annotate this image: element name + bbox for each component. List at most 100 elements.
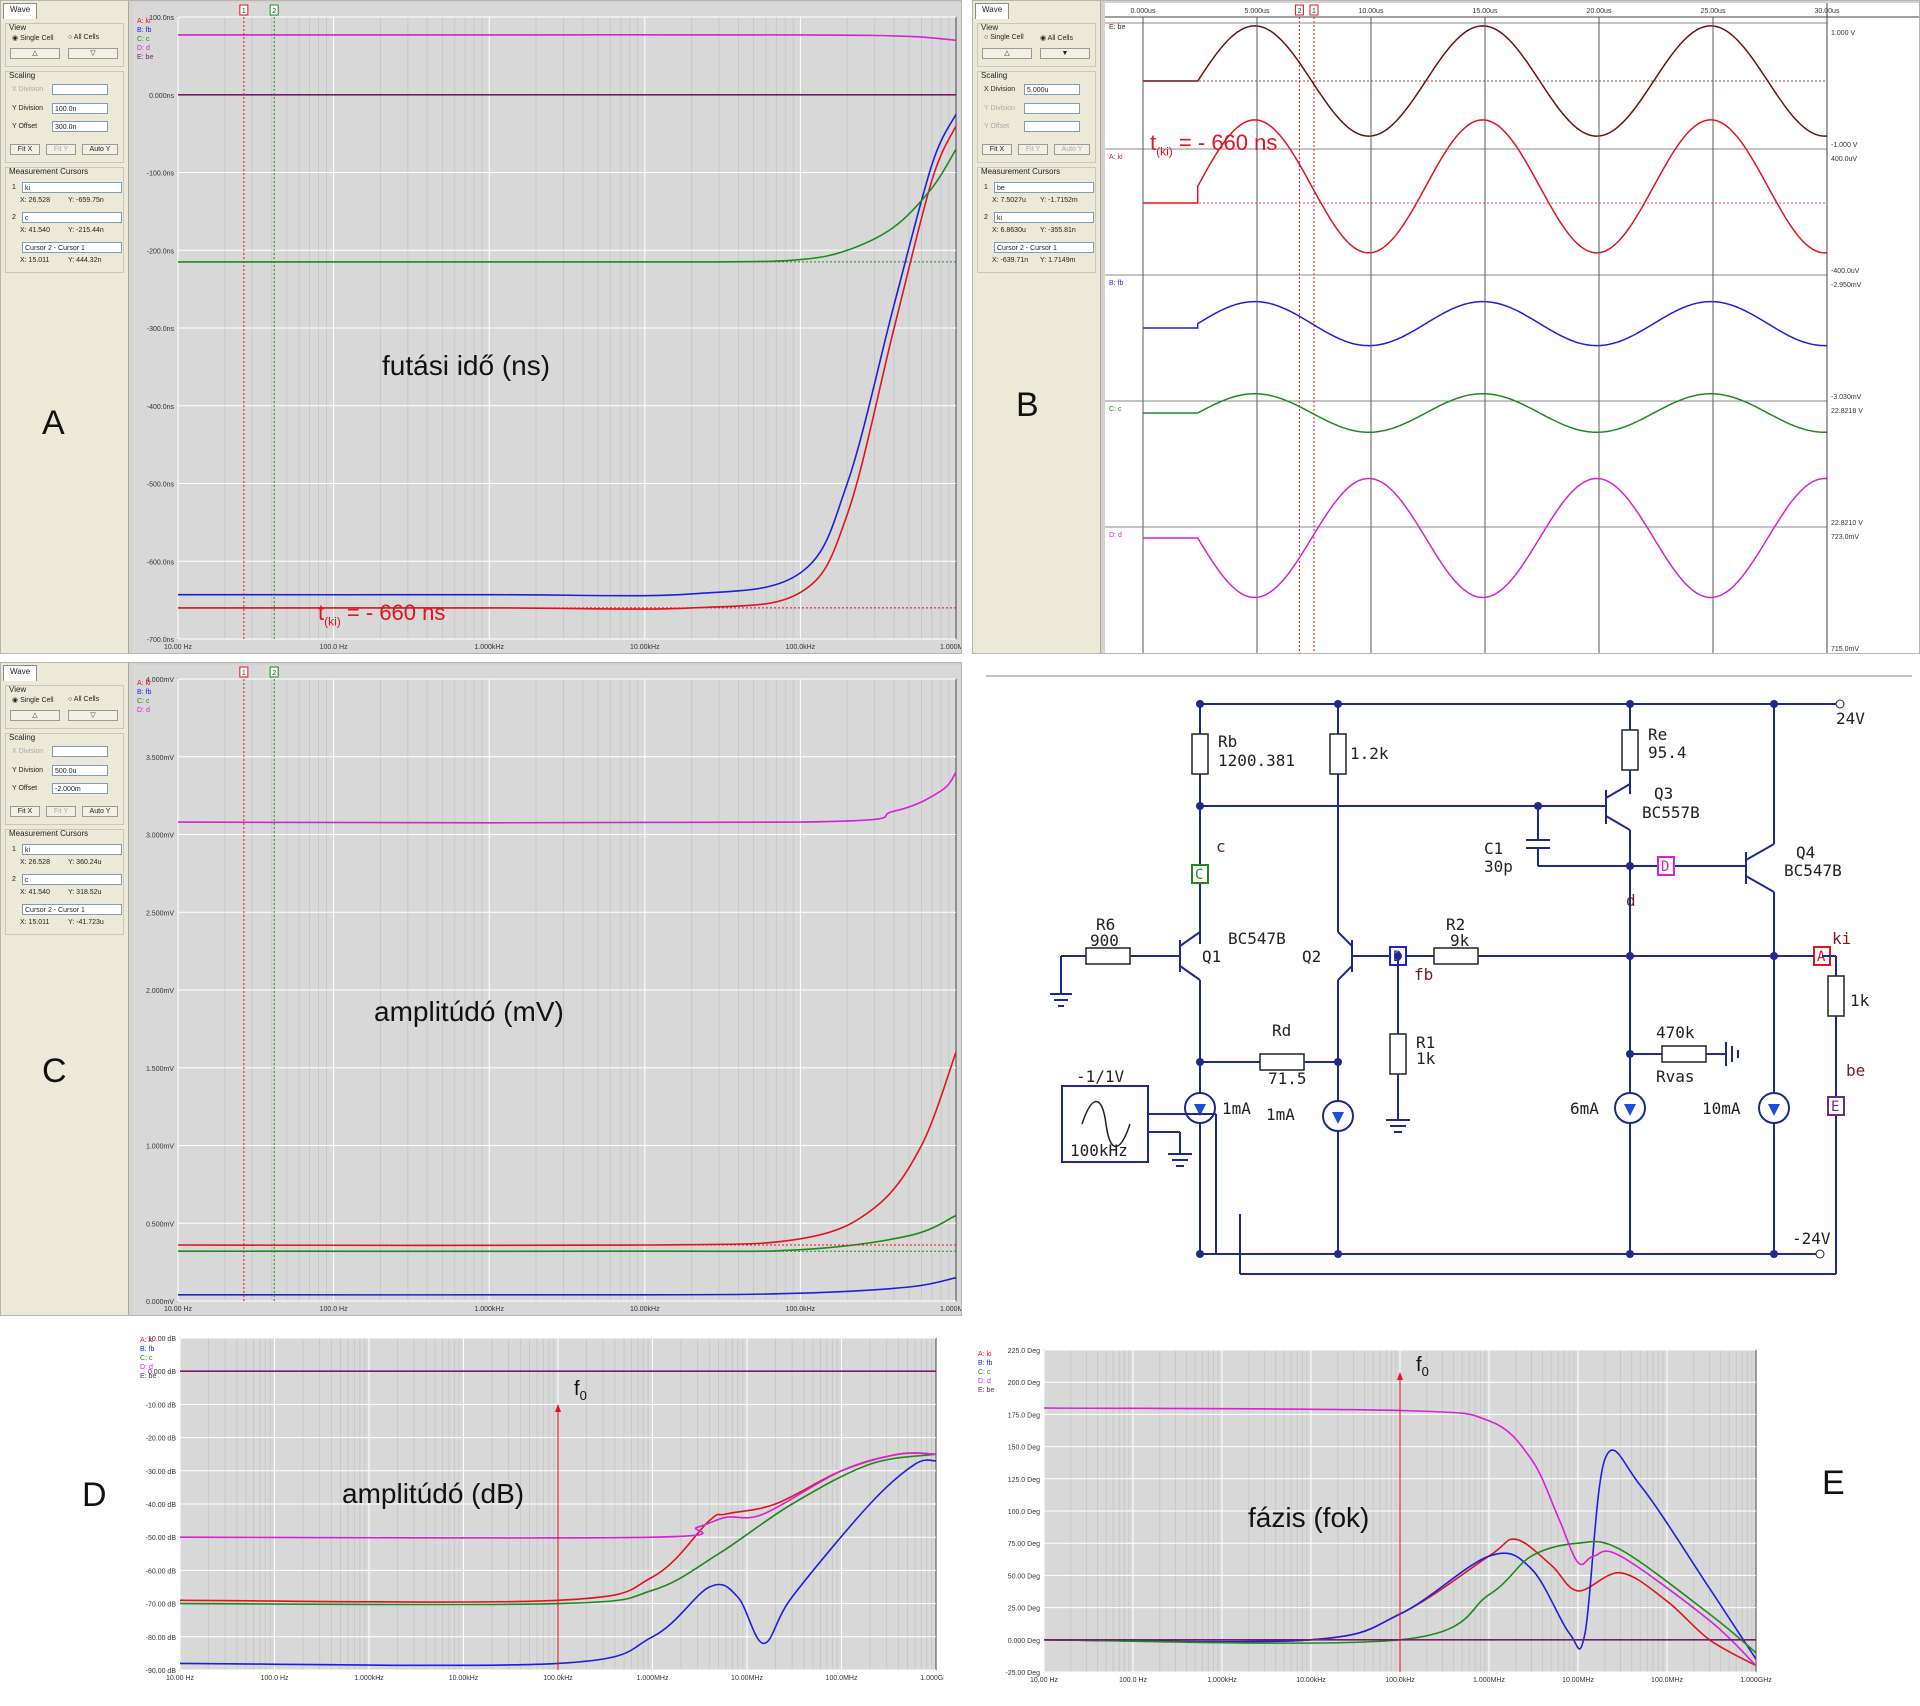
single-cell-radio[interactable]: ◉ Single Cell (12, 35, 54, 42)
fit-y-button[interactable]: Fit Y (1018, 144, 1048, 155)
source-amplitude-label: -1/1V (1076, 1067, 1125, 1086)
y-offset-input[interactable] (1024, 121, 1080, 132)
legend-entry: D: d (137, 45, 150, 52)
cursor-diff-select[interactable]: Cursor 2 - Cursor 1 (994, 242, 1094, 253)
trace-line-5 (1143, 477, 1828, 599)
panel-a-sidebar: Wave View ◉ Single Cell ○ All Cells △ ▽ … (1, 1, 129, 653)
x-division-input[interactable]: 5.000u (1024, 84, 1080, 95)
y-division-input[interactable]: 100.0n (52, 103, 108, 114)
fit-x-button[interactable]: Fit X (10, 144, 40, 155)
view-label: View (9, 685, 27, 694)
series-line-ki (178, 125, 957, 610)
junction (1334, 1250, 1342, 1258)
up-button[interactable]: △ (10, 710, 60, 721)
down-button[interactable]: ▼ (1040, 48, 1090, 59)
wire (1605, 815, 1631, 831)
f0-label-d: f0 (574, 1378, 587, 1403)
scaling-group: Scaling X Division Y Division 100.0n Y O… (5, 71, 124, 163)
auto-y-button[interactable]: Auto Y (82, 144, 118, 155)
chart-d-area: 10.00 Hz 100.0 Hz 1.000kHz 10.00kHz 100.0kHz… (134, 1328, 944, 1696)
wire (1179, 965, 1201, 981)
panel-c-sidebar: Wave View ◉ Single Cell ○ All Cells △ ▽ … (1, 663, 129, 1315)
all-cells-radio[interactable]: ○ All Cells (68, 34, 100, 41)
y-tick-label: 0.000 dB (148, 1369, 176, 1376)
cursor2-trace-select[interactable]: ki (994, 212, 1094, 223)
trace-line-2 (1143, 119, 1828, 254)
r2-value: 9k (1450, 931, 1470, 950)
current-source-2-arrow (1332, 1112, 1344, 1124)
fit-x-button[interactable]: Fit X (982, 144, 1012, 155)
measurement-cursors-group: Measurement Cursors 1 ki X: 26.528 Y: -6… (5, 167, 124, 273)
trace-top-value: 1.000 V (1831, 30, 1855, 37)
y-tick-label: 1.500mV (146, 1066, 174, 1073)
cursor2-trace-select[interactable]: c (22, 874, 122, 885)
series-line-fb (1043, 1449, 1757, 1660)
legend-entry: A: ki (137, 18, 151, 25)
cursor1-trace-select[interactable]: be (994, 182, 1094, 193)
all-cells-radio[interactable]: ○ All Cells (68, 696, 100, 703)
x-tick-label: 1.000kHz (354, 1675, 384, 1682)
x-division-input[interactable] (52, 84, 108, 95)
q2-label: Q2 (1302, 947, 1321, 966)
r1-value: 1k (1416, 1049, 1436, 1068)
legend-entry: B: fb (978, 1360, 993, 1367)
cursor2-y: Y: -215.44n (68, 227, 104, 234)
x-tick-label: 1.000kHz (474, 644, 504, 651)
up-button[interactable]: △ (982, 48, 1032, 59)
diff-x: X: 15.011 (20, 257, 50, 264)
fit-y-button[interactable]: Fit Y (46, 806, 76, 817)
wave-tab[interactable]: Wave (975, 3, 1010, 19)
chart-d-svg: 10.00 Hz 100.0 Hz 1.000kHz 10.00kHz 100.0kHz… (140, 1336, 944, 1682)
legend-entry: B: fb (137, 689, 152, 696)
y-division-input[interactable] (1024, 103, 1080, 114)
single-cell-radio[interactable]: ○ Single Cell (984, 34, 1024, 41)
node-be-label: be (1846, 1061, 1865, 1080)
auto-y-button[interactable]: Auto Y (82, 806, 118, 817)
trace-label: C: c (1109, 406, 1122, 413)
trace-label: D: d (1109, 532, 1122, 539)
cursor1-trace-select[interactable]: ki (22, 182, 122, 193)
fit-x-button[interactable]: Fit X (10, 806, 40, 817)
y-tick-label: -25.00 Deg (1005, 1670, 1040, 1677)
y-offset-label: Y Offset (12, 785, 38, 792)
down-button[interactable]: ▽ (68, 710, 118, 721)
legend-entry: D: d (978, 1378, 991, 1385)
y-offset-input[interactable]: -2.000m (52, 783, 108, 794)
wave-tab[interactable]: Wave (3, 3, 38, 19)
i1-label: 1mA (1222, 1099, 1251, 1118)
measurement-cursors-label: Measurement Cursors (9, 829, 89, 838)
x-division-input[interactable] (52, 746, 108, 757)
up-button[interactable]: △ (10, 48, 60, 59)
x-tick-label: 1.000kHz (474, 1306, 504, 1313)
y-tick-label: 2.500mV (146, 910, 174, 917)
cursor-diff-select[interactable]: Cursor 2 - Cursor 1 (22, 904, 122, 915)
wire (1337, 931, 1353, 947)
current-source-1-arrow (1194, 1104, 1206, 1116)
panel-e-window: 10.00 Hz 100.0 Hz 1.000kHz 10.00kHz 100.0kHz… (972, 1330, 1772, 1700)
y-tick-label: -700.0ns (147, 637, 175, 644)
source-frequency-label: 100kHz (1070, 1141, 1128, 1160)
legend-entry: E: be (978, 1387, 994, 1394)
y-tick-label: -500.0ns (147, 482, 175, 489)
series-line-d (177, 33, 957, 42)
cursor2-x: X: 6.8630u (992, 227, 1026, 234)
all-cells-radio[interactable]: ◉ All Cells (1040, 35, 1073, 42)
q1-type: BC547B (1228, 929, 1286, 948)
cursor2-trace-select[interactable]: c (22, 212, 122, 223)
cursor1-trace-select[interactable]: ki (22, 844, 122, 855)
cursor-flag-label: 2 (272, 8, 276, 15)
trace-top-value: 400.0uV (1831, 156, 1857, 163)
legend-entry: E: be (140, 1373, 156, 1380)
down-button[interactable]: ▽ (68, 48, 118, 59)
y-division-input[interactable]: 500.0u (52, 765, 108, 776)
wire (1179, 931, 1201, 947)
re-label: Re (1648, 725, 1667, 744)
cursor1-x: X: 26.528 (20, 197, 50, 204)
auto-y-button[interactable]: Auto Y (1054, 144, 1090, 155)
wave-tab[interactable]: Wave (3, 665, 38, 681)
fit-y-button[interactable]: Fit Y (46, 144, 76, 155)
y-offset-input[interactable]: 300.0n (52, 121, 108, 132)
single-cell-radio[interactable]: ◉ Single Cell (12, 697, 54, 704)
r-c2-label: 1.2k (1350, 744, 1389, 763)
cursor-diff-select[interactable]: Cursor 2 - Cursor 1 (22, 242, 122, 253)
